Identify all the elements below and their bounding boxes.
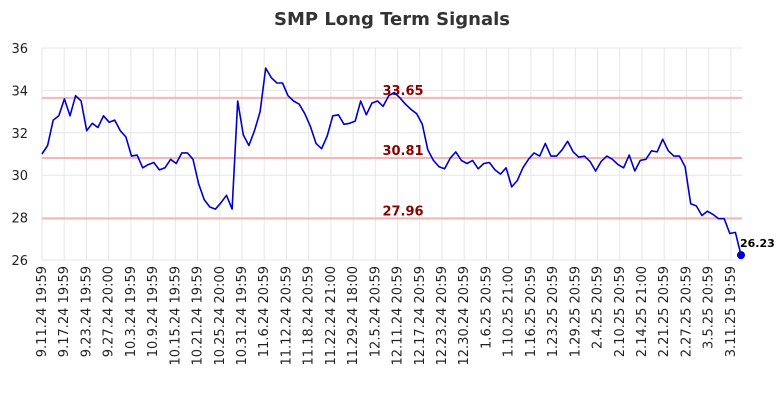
x-tick-label: 10.21.24 19:59 bbox=[191, 266, 206, 366]
x-tick-label: 12.23.24 20:59 bbox=[435, 266, 450, 366]
last-point-marker bbox=[737, 251, 745, 260]
y-tick-label: 28 bbox=[11, 212, 28, 227]
x-tick-label: 2.27.25 20:59 bbox=[679, 266, 694, 357]
y-axis: 26 28 30 32 34 36 bbox=[11, 42, 28, 269]
y-tick-label: 26 bbox=[11, 254, 28, 269]
x-tick-label: 9.11.24 19:59 bbox=[35, 266, 50, 357]
reference-line-label: 33.65 bbox=[382, 84, 423, 99]
x-tick-label: 11.6.24 20:59 bbox=[257, 266, 272, 357]
gridlines bbox=[41, 47, 742, 261]
x-tick-label: 12.5.24 20:59 bbox=[368, 266, 383, 357]
y-tick-label: 34 bbox=[11, 84, 28, 99]
x-tick-label: 2.21.25 20:59 bbox=[657, 266, 672, 357]
x-tick-label: 2.10.25 20:59 bbox=[613, 266, 628, 357]
x-tick-label: 2.4.25 20:59 bbox=[591, 266, 606, 349]
x-tick-label: 10.3.24 19:59 bbox=[124, 266, 139, 357]
x-tick-label: 9.23.24 19:59 bbox=[79, 266, 94, 357]
x-tick-label: 10.25.24 20:00 bbox=[213, 266, 228, 366]
x-tick-label: 3.5.25 20:59 bbox=[702, 266, 717, 349]
x-tick-label: 12.30.24 20:59 bbox=[457, 266, 472, 366]
x-tick-label: 2.14.25 21:00 bbox=[635, 266, 650, 357]
y-tick-label: 30 bbox=[11, 169, 28, 184]
x-tick-label: 11.22.24 21:00 bbox=[324, 266, 339, 366]
x-tick-label: 12.17.24 20:59 bbox=[413, 266, 428, 366]
x-tick-label: 3.11.25 19:59 bbox=[724, 266, 739, 357]
chart-title: SMP Long Term Signals bbox=[274, 9, 510, 30]
x-axis: 9.11.24 19:59 9.17.24 19:59 9.23.24 19:59 9… bbox=[35, 266, 739, 366]
series-layer: 26.23 bbox=[41, 67, 775, 260]
x-tick-label: 9.27.24 20:00 bbox=[102, 266, 117, 357]
x-tick-label: 10.31.24 19:59 bbox=[235, 266, 250, 366]
reference-line-label: 30.81 bbox=[382, 144, 423, 159]
y-tick-label: 32 bbox=[11, 127, 28, 142]
x-tick-label: 9.17.24 19:59 bbox=[57, 266, 72, 357]
x-tick-label: 1.10.25 21:00 bbox=[502, 266, 517, 357]
x-tick-label: 11.29.24 18:00 bbox=[346, 266, 361, 366]
x-tick-label: 1.6.25 20:59 bbox=[479, 266, 494, 349]
last-value-label: 26.23 bbox=[740, 237, 775, 250]
reference-line-label: 27.96 bbox=[382, 204, 423, 219]
x-tick-label: 11.12.24 20:59 bbox=[279, 266, 294, 366]
series-line bbox=[41, 67, 742, 256]
x-tick-label: 10.9.24 19:59 bbox=[146, 266, 161, 357]
reference-lines: 33.65 30.81 27.96 bbox=[42, 84, 742, 220]
x-tick-label: 12.11.24 20:59 bbox=[391, 266, 406, 366]
x-tick-label: 1.23.25 20:59 bbox=[546, 266, 561, 357]
x-tick-label: 10.15.24 19:59 bbox=[168, 266, 183, 366]
y-tick-label: 36 bbox=[11, 42, 28, 57]
x-tick-label: 11.18.24 20:59 bbox=[302, 266, 317, 366]
x-tick-label: 1.16.25 20:59 bbox=[524, 266, 539, 357]
x-tick-label: 1.29.25 20:59 bbox=[568, 266, 583, 357]
